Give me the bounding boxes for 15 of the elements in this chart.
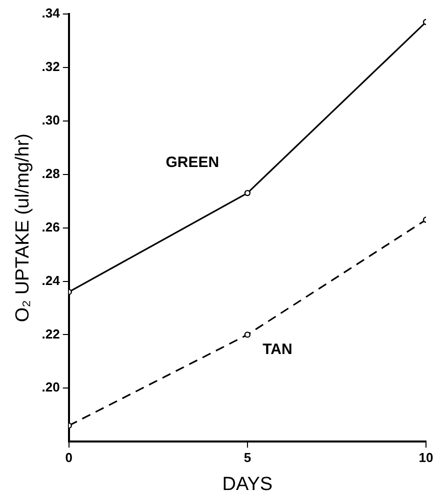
x-tick-label: 0 xyxy=(65,450,72,465)
y-axis-title: O₂ UPTAKE (ul/mg/hr) xyxy=(12,133,34,322)
y-tick-label: .34 xyxy=(42,6,61,21)
y-tick-label: .32 xyxy=(42,59,60,74)
series-label: TAN xyxy=(262,340,292,358)
y-tick-label: .24 xyxy=(42,272,61,288)
y-tick-label: .28 xyxy=(42,166,60,181)
y-tick-label: .20 xyxy=(42,380,60,395)
y-tick-label: .30 xyxy=(42,112,60,128)
y-tick-label: .26 xyxy=(42,219,60,234)
text: GREEN xyxy=(166,154,220,172)
x-tick-label: 5 xyxy=(244,450,252,465)
x-axis-title: DAYS xyxy=(222,474,273,495)
y-tick-label: .22 xyxy=(42,326,60,342)
x-tick-label: 10 xyxy=(418,450,434,465)
